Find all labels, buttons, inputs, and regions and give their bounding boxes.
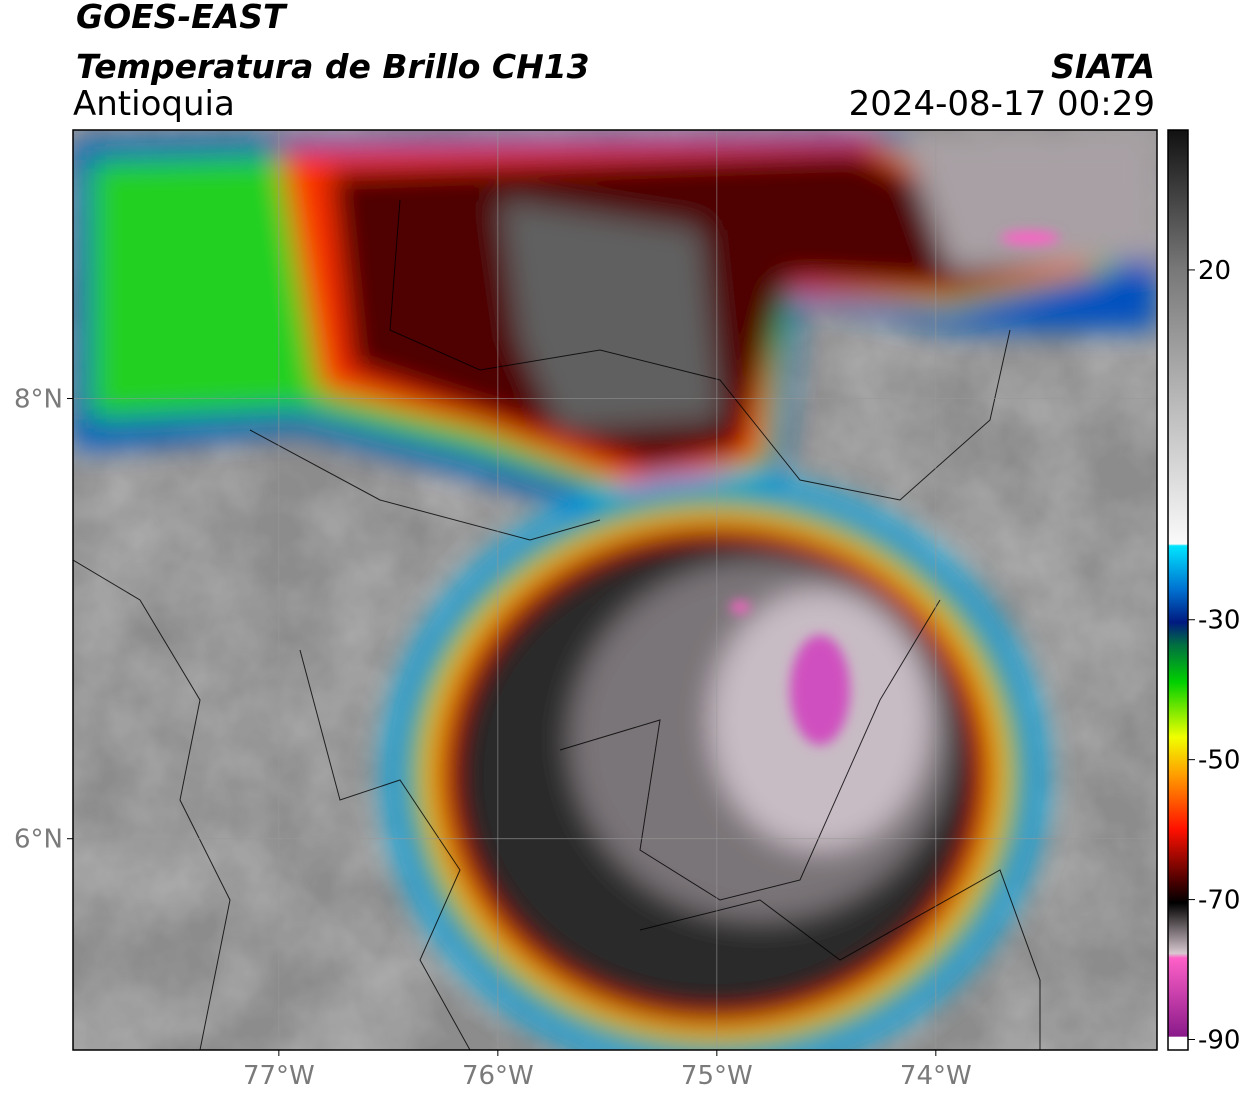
colorbar — [1167, 129, 1189, 1051]
map-frame — [72, 129, 1158, 1051]
colorbar-tick-label: -30 — [1198, 606, 1240, 636]
x-tick-label: 77°W — [243, 1061, 315, 1091]
title: GOES-EAST — [76, 0, 288, 36]
x-tick-label: 76°W — [462, 1061, 534, 1091]
timestamp: 2024-08-17 00:29 — [849, 84, 1155, 124]
region: Antioquia — [73, 84, 235, 124]
colorbar-tick-label: -70 — [1198, 886, 1240, 916]
x-tick-label: 74°W — [900, 1061, 972, 1091]
y-tick-label: 8°N — [14, 385, 63, 415]
y-tick-label: 6°N — [14, 825, 63, 855]
colorbar-tick-label: 20 — [1198, 256, 1231, 286]
colorbar-tick-label: -50 — [1198, 746, 1240, 776]
x-tick-label: 75°W — [681, 1061, 753, 1091]
colorbar-tick-label: -90 — [1198, 1026, 1240, 1056]
source: SIATA — [1051, 47, 1155, 86]
satellite-image — [73, 130, 1157, 1050]
subtitle: Temperatura de Brillo CH13 — [76, 47, 590, 86]
graticule — [73, 130, 1157, 1050]
